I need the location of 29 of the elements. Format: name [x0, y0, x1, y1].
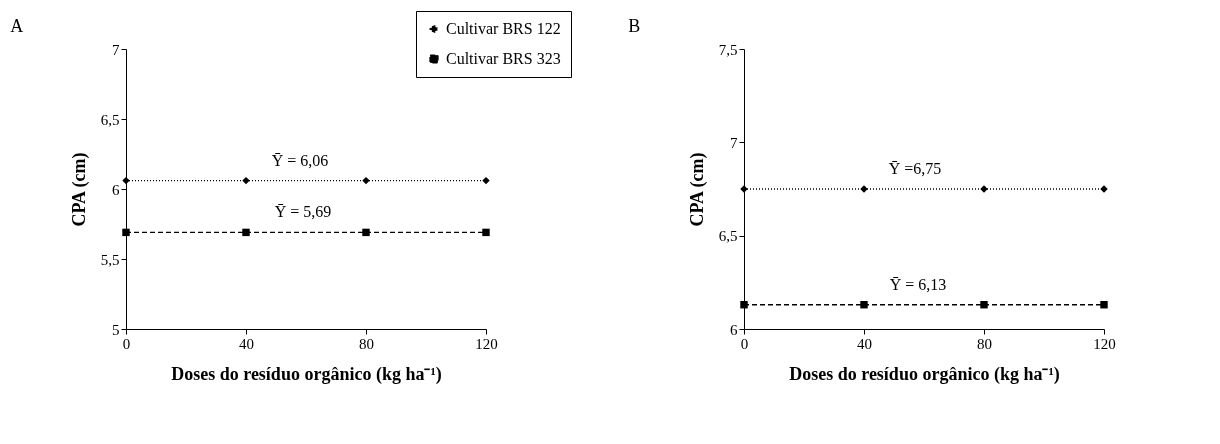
y-tick-label: 7	[112, 41, 120, 58]
x-axis-title: Doses do resíduo orgânico (kg ha⁻¹)	[171, 363, 442, 385]
y-tick-label: 6	[730, 321, 738, 338]
y-tick-label: 5	[112, 321, 120, 338]
y-tick-label: 6,5	[718, 228, 738, 245]
legend-label: Cultivar BRS 323	[446, 50, 561, 67]
x-tick-label: 120	[475, 335, 498, 352]
chart-title: B	[628, 16, 641, 36]
y-tick-label: 7,5	[718, 41, 738, 58]
chart-title: A	[10, 16, 24, 36]
x-tick-label: 40	[857, 335, 872, 352]
y-tick-label: 6,5	[100, 111, 120, 128]
x-tick-label: 0	[122, 335, 131, 352]
legend-label: Cultivar BRS 122	[446, 20, 561, 37]
x-tick-label: 40	[239, 335, 254, 352]
annotation: Ȳ =6,75	[888, 160, 942, 177]
annotation: Ȳ = 6,06	[271, 151, 329, 169]
y-axis-title: CPA (cm)	[68, 152, 90, 227]
x-tick-label: 80	[359, 335, 374, 352]
y-tick-label: 6	[112, 181, 120, 198]
x-tick-label: 80	[977, 335, 992, 352]
y-axis-title: CPA (cm)	[686, 152, 708, 227]
x-axis-title: Doses do resíduo orgânico (kg ha⁻¹)	[789, 363, 1060, 385]
x-tick-label: 120	[1093, 335, 1116, 352]
y-tick-label: 5,5	[100, 251, 120, 268]
annotation: Ȳ = 5,69	[274, 203, 332, 221]
y-tick-label: 7	[730, 134, 738, 151]
x-tick-label: 0	[740, 335, 749, 352]
annotation: Ȳ = 6,13	[889, 275, 947, 293]
